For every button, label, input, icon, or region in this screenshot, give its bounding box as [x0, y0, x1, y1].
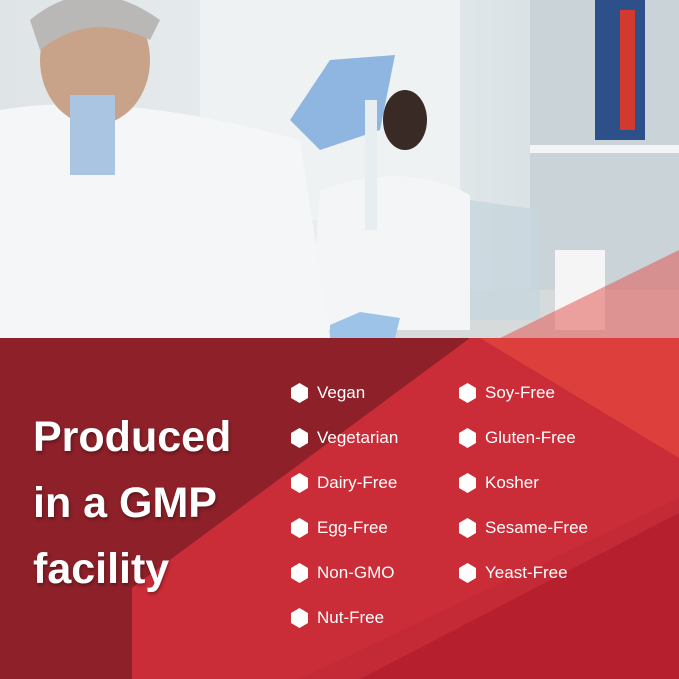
headline-line: Produced	[33, 413, 232, 461]
feature-label: Egg-Free	[317, 518, 388, 537]
feature-label: Nut-Free	[317, 608, 385, 627]
panel-diagonal-light	[132, 338, 679, 679]
feature-label: Kosher	[485, 473, 539, 492]
hexagon-icon	[291, 563, 317, 583]
hexagon-icon	[459, 473, 485, 493]
headline-line: facility	[33, 545, 170, 593]
feature-item: Gluten-Free	[459, 428, 576, 448]
red-background-panel	[0, 338, 679, 679]
headline-line: in a GMP	[33, 479, 217, 527]
feature-item: Egg-Free	[291, 518, 388, 538]
hexagon-icon	[459, 428, 485, 448]
feature-item: Sesame-Free	[459, 518, 588, 538]
feature-label: Soy-Free	[485, 383, 555, 402]
feature-item: Kosher	[459, 473, 539, 493]
feature-label: Yeast-Free	[485, 563, 568, 582]
hexagon-icon	[291, 518, 317, 538]
hexagon-icon	[459, 563, 485, 583]
feature-item: Non-GMO	[291, 563, 394, 583]
hexagon-icon	[291, 473, 317, 493]
panel-lower-shade	[360, 513, 679, 679]
feature-item: Vegetarian	[291, 428, 398, 448]
feature-item: Nut-Free	[291, 608, 384, 628]
panel-corner-highlight	[480, 338, 679, 458]
headline: Produced in a GMP facility	[33, 404, 231, 602]
hexagon-icon	[459, 383, 485, 403]
feature-item: Dairy-Free	[291, 473, 397, 493]
feature-label: Sesame-Free	[485, 518, 588, 537]
feature-item: Yeast-Free	[459, 563, 568, 583]
feature-label: Gluten-Free	[485, 428, 576, 447]
feature-label: Dairy-Free	[317, 473, 398, 492]
feature-label: Vegan	[317, 383, 366, 402]
hexagon-icon	[459, 518, 485, 538]
hexagon-icon	[291, 608, 317, 628]
feature-label: Vegetarian	[317, 428, 399, 447]
lab-scientist-photo	[0, 0, 679, 338]
hexagon-icon	[291, 383, 317, 403]
hexagon-icon	[291, 428, 317, 448]
feature-item: Soy-Free	[459, 383, 555, 403]
feature-label: Non-GMO	[317, 563, 395, 582]
feature-item: Vegan	[291, 383, 365, 403]
